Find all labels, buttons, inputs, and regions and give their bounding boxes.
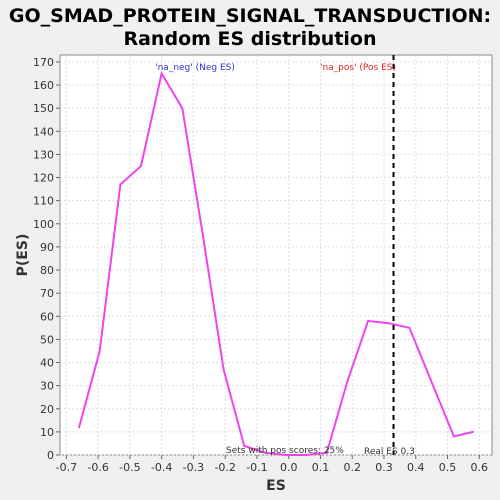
data-point [119, 183, 122, 186]
y-tick-label: 60 [40, 310, 54, 323]
x-tick-label: -0.1 [246, 461, 267, 474]
y-tick-label: 80 [40, 264, 54, 277]
y-tick-label: 90 [40, 241, 54, 254]
data-point [367, 319, 370, 322]
chart-title-line2: Random ES distribution [123, 28, 377, 50]
data-point [471, 430, 474, 433]
data-point [201, 234, 204, 237]
x-tick-label: -0.2 [214, 461, 235, 474]
pos-es-label: 'na_pos' (Pos ES) [320, 63, 396, 73]
x-tick-label: 0.2 [343, 461, 361, 474]
plot-area [59, 54, 493, 456]
x-axis-label: ES [266, 478, 286, 494]
y-tick-label: 150 [33, 102, 54, 115]
y-tick-label: 110 [33, 195, 54, 208]
y-tick-label: 30 [40, 380, 54, 393]
y-tick-label: 70 [40, 287, 54, 300]
data-point [305, 454, 308, 456]
x-tick-label: 0.4 [407, 461, 425, 474]
y-tick-label: 170 [33, 56, 54, 69]
y-axis-label: P(ES) [15, 234, 31, 277]
x-tick-label: -0.6 [87, 461, 108, 474]
data-point [243, 444, 246, 447]
data-point [263, 451, 266, 454]
data-point [160, 72, 163, 75]
x-tick-label: 0.5 [439, 461, 457, 474]
y-tick-label: 130 [33, 148, 54, 161]
x-tick-label: 0.6 [471, 461, 489, 474]
y-tick-label: 10 [40, 426, 54, 439]
x-tick-label: 0.0 [280, 461, 298, 474]
x-tick-label: -0.4 [151, 461, 172, 474]
chart-title-line1: GO_SMAD_PROTEIN_SIGNAL_TRANSDUCTION: [8, 5, 492, 27]
y-tick-label: 160 [33, 79, 54, 92]
data-point [284, 454, 287, 456]
data-point [452, 435, 455, 438]
x-tick-label: 0.1 [312, 461, 330, 474]
y-tick-label: 20 [40, 403, 54, 416]
data-point [346, 380, 349, 383]
y-tick-label: 140 [33, 125, 54, 138]
y-tick-label: 0 [47, 449, 54, 462]
x-axis-ticks: -0.7 -0.6 -0.5 -0.4 -0.3 -0.2 -0.1 0.0 0.1 0.2 0.3… [56, 455, 488, 474]
x-tick-label: -0.5 [119, 461, 140, 474]
y-tick-label: 40 [40, 357, 54, 370]
y-tick-label: 100 [33, 218, 54, 231]
data-point [222, 368, 225, 371]
x-tick-label: -0.3 [183, 461, 204, 474]
data-point [408, 326, 411, 329]
sets-pos-scores-label: Sets with pos scores: 25% [226, 446, 344, 456]
y-axis-ticks: 0 10 20 30 40 50 60 70 80 90 100 110 120 130 140 150 160… [33, 56, 60, 462]
grid-lines [60, 55, 492, 456]
data-point [98, 349, 101, 352]
neg-es-label: 'na_neg' (Neg ES) [155, 63, 235, 73]
data-point [325, 451, 328, 454]
data-point [78, 426, 81, 429]
x-tick-label: -0.7 [56, 461, 77, 474]
y-tick-label: 50 [40, 333, 54, 346]
data-point [181, 107, 184, 110]
real-es-value-label: Real ES 0.3 [364, 447, 415, 457]
y-tick-label: 120 [33, 172, 54, 185]
data-points [78, 72, 474, 456]
data-point [387, 322, 390, 325]
x-tick-label: 0.3 [375, 461, 393, 474]
data-point [140, 164, 142, 167]
